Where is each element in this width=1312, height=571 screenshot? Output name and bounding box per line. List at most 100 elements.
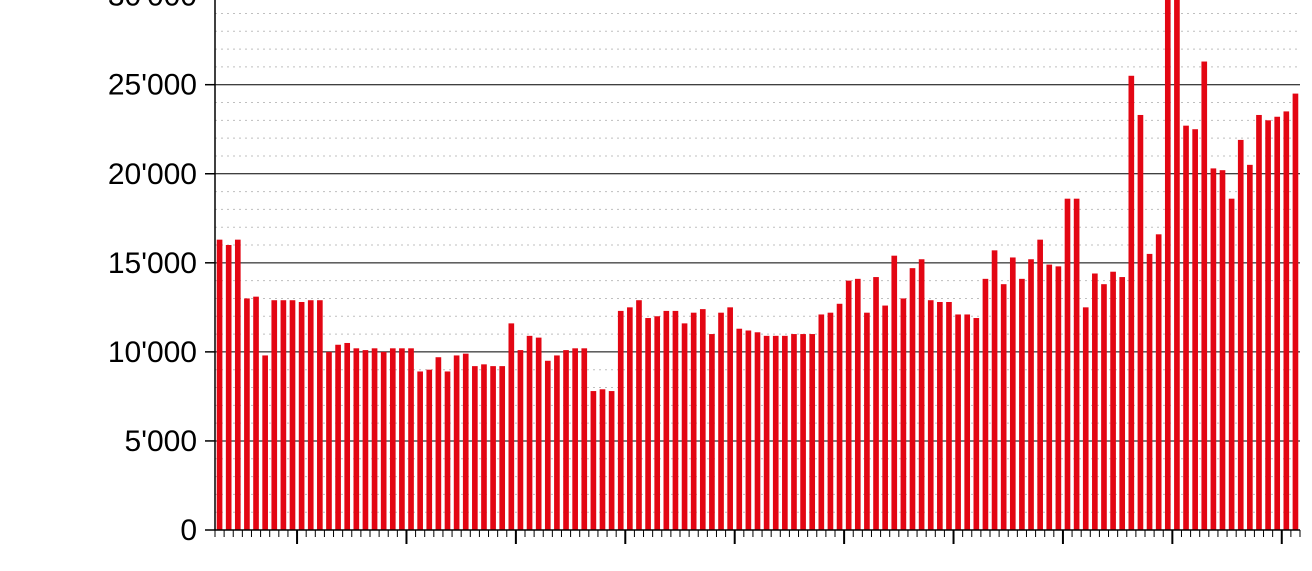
bar: [481, 364, 487, 530]
bar: [454, 355, 460, 530]
bar: [235, 240, 241, 530]
bar: [508, 323, 514, 530]
bar: [910, 268, 916, 530]
bar: [1274, 117, 1280, 530]
bar: [426, 370, 432, 530]
bar: [344, 343, 350, 530]
bar: [1238, 140, 1244, 530]
bar: [1256, 115, 1262, 530]
bar: [1201, 62, 1207, 530]
bar: [882, 306, 888, 530]
bar: [591, 391, 597, 530]
bar: [1293, 94, 1299, 530]
bar: [983, 279, 989, 530]
bar: [417, 371, 423, 530]
bar: [837, 304, 843, 530]
bar: [791, 334, 797, 530]
bar: [308, 300, 314, 530]
bar: [554, 355, 560, 530]
y-axis-label: 30'000: [108, 0, 197, 13]
y-axis-label: 0: [180, 514, 197, 547]
bar: [536, 338, 542, 530]
bar: [654, 316, 660, 530]
bar: [1229, 199, 1235, 530]
bar: [463, 354, 469, 530]
bar: [645, 318, 651, 530]
bar: [1174, 0, 1180, 530]
bar: [408, 348, 414, 530]
bar: [627, 307, 633, 530]
bar: [563, 350, 569, 530]
bar: [1037, 240, 1043, 530]
bar: [1074, 199, 1080, 530]
bar: [217, 240, 223, 530]
bar: [855, 279, 861, 530]
bar: [244, 298, 250, 530]
bar: [390, 348, 396, 530]
bar: [1265, 120, 1271, 530]
bar: [937, 302, 943, 530]
bar: [901, 298, 907, 530]
bar: [736, 329, 742, 530]
bar: [928, 300, 934, 530]
y-axis-label: 5'000: [125, 425, 197, 458]
bar: [1147, 254, 1153, 530]
bar: [891, 256, 897, 530]
bar: [818, 314, 824, 530]
bar: [709, 334, 715, 530]
bar: [1119, 277, 1125, 530]
bar: [1211, 168, 1217, 530]
bar: [964, 314, 970, 530]
bar: [1247, 165, 1253, 530]
bar: [290, 300, 296, 530]
bar: [281, 300, 287, 530]
bar: [755, 332, 761, 530]
bar: [1128, 76, 1134, 530]
bar: [663, 311, 669, 530]
bar: [353, 348, 359, 530]
bar: [1101, 284, 1107, 530]
bar: [1065, 199, 1071, 530]
bar: [764, 336, 770, 530]
bar: [946, 302, 952, 530]
bar: [809, 334, 815, 530]
bar: [271, 300, 277, 530]
bar: [1010, 257, 1016, 530]
bar: [253, 297, 259, 530]
y-axis-label: 15'000: [108, 247, 197, 280]
bar: [746, 331, 752, 531]
bar: [363, 350, 369, 530]
bar: [1092, 274, 1098, 531]
bar: [1156, 234, 1162, 530]
bar: [1220, 170, 1226, 530]
bar: [1056, 266, 1062, 530]
bar: [226, 245, 232, 530]
bar: [673, 311, 679, 530]
bar: [445, 371, 451, 530]
bar: [609, 391, 615, 530]
bar: [490, 366, 496, 530]
bar: [873, 277, 879, 530]
bar: [636, 300, 642, 530]
bar: [864, 313, 870, 530]
bar: [381, 352, 387, 530]
bar: [800, 334, 806, 530]
bar: [973, 318, 979, 530]
bar: [1028, 259, 1034, 530]
bar: [782, 336, 788, 530]
bar: [335, 345, 341, 530]
bar: [1192, 129, 1198, 530]
bar: [518, 350, 524, 530]
bar: [299, 302, 305, 530]
bar: [700, 309, 706, 530]
bar: [1001, 284, 1007, 530]
y-axis-label: 20'000: [108, 158, 197, 191]
bar: [955, 314, 961, 530]
bar-chart: 05'00010'00015'00020'00025'00030'000: [0, 0, 1312, 571]
bar: [1083, 307, 1089, 530]
bar: [828, 313, 834, 530]
bar: [472, 366, 478, 530]
bar: [600, 389, 606, 530]
bar: [727, 307, 733, 530]
bar: [718, 313, 724, 530]
